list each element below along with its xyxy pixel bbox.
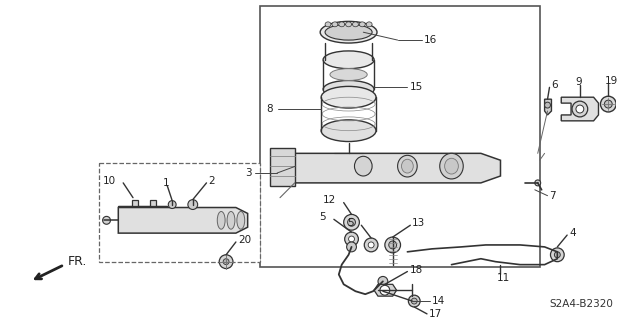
Text: 13: 13 [413,218,426,228]
Bar [99,163,261,262]
Text: 17: 17 [429,309,442,319]
Ellipse shape [330,69,367,80]
Circle shape [347,242,357,252]
Polygon shape [290,153,501,183]
Ellipse shape [354,156,372,176]
Circle shape [345,232,359,246]
Ellipse shape [227,212,235,229]
Circle shape [555,252,560,258]
Circle shape [344,214,359,230]
Ellipse shape [332,22,338,27]
Circle shape [219,255,233,268]
Ellipse shape [398,155,417,177]
Circle shape [408,295,420,307]
Text: FR.: FR. [67,255,87,268]
Ellipse shape [325,22,331,27]
Circle shape [604,100,612,108]
Ellipse shape [440,153,463,179]
Circle shape [544,102,551,108]
Circle shape [348,218,355,226]
Ellipse shape [359,22,365,27]
Circle shape [380,285,390,295]
Text: 18: 18 [409,265,423,275]
Text: 8: 8 [266,104,273,114]
Text: 12: 12 [323,195,336,204]
Ellipse shape [352,22,359,27]
Circle shape [188,200,198,210]
Circle shape [378,276,388,286]
Bar [261,6,539,267]
Circle shape [368,242,374,248]
Text: S2A4-B2320: S2A4-B2320 [550,299,614,309]
Text: 3: 3 [245,168,252,178]
Polygon shape [544,99,551,115]
Ellipse shape [445,158,458,174]
Text: 4: 4 [569,228,576,238]
Polygon shape [118,200,167,205]
Ellipse shape [323,80,374,98]
Ellipse shape [401,159,413,173]
Ellipse shape [321,120,376,141]
Text: 15: 15 [409,82,423,92]
Circle shape [600,96,616,112]
Ellipse shape [217,212,225,229]
Text: 5: 5 [347,218,354,228]
Ellipse shape [323,51,374,69]
Text: 2: 2 [208,176,215,186]
Ellipse shape [237,212,245,229]
Ellipse shape [366,22,372,27]
Circle shape [168,201,176,209]
Text: 20: 20 [238,235,251,245]
Text: 11: 11 [497,273,510,284]
Circle shape [364,238,378,252]
Text: 7: 7 [550,191,556,201]
Circle shape [385,237,401,253]
Circle shape [551,248,564,262]
Text: 16: 16 [424,35,437,45]
Circle shape [572,101,588,117]
Text: 19: 19 [604,76,617,86]
Ellipse shape [321,86,376,108]
Circle shape [349,236,354,242]
Ellipse shape [325,24,372,40]
Text: 5: 5 [320,212,326,222]
Circle shape [535,180,541,186]
Ellipse shape [345,22,352,27]
Ellipse shape [338,22,345,27]
Text: 1: 1 [163,178,169,188]
Text: 14: 14 [432,296,445,306]
Circle shape [411,298,417,304]
Text: 10: 10 [103,176,116,186]
Text: 9: 9 [575,77,582,87]
Polygon shape [118,207,247,233]
Circle shape [102,216,111,224]
Circle shape [389,241,397,249]
Ellipse shape [325,53,372,67]
Text: 6: 6 [551,80,558,90]
Polygon shape [561,97,598,121]
Bar [270,148,295,186]
Polygon shape [374,284,397,296]
Circle shape [576,105,584,113]
Ellipse shape [320,21,377,43]
Circle shape [223,259,229,265]
